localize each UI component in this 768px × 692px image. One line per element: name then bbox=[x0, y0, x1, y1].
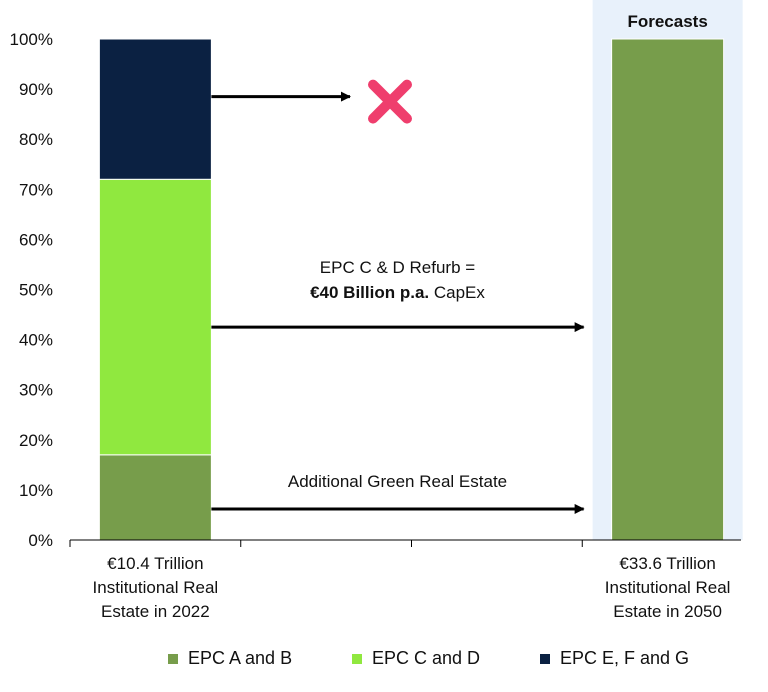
annotations: EPC C & D Refurb = €40 Billion p.a. CapEx… bbox=[211, 79, 585, 514]
bars bbox=[98, 38, 725, 541]
y-tick-label: 100% bbox=[10, 30, 53, 49]
bar-segment bbox=[611, 38, 725, 541]
y-tick-label: 80% bbox=[19, 130, 53, 149]
y-tick-label: 60% bbox=[19, 230, 53, 249]
y-tick-label: 50% bbox=[19, 281, 53, 300]
y-tick-label: 0% bbox=[28, 531, 53, 550]
legend-item: EPC C and D bbox=[352, 648, 480, 669]
y-tick-label: 20% bbox=[19, 431, 53, 450]
legend-swatch bbox=[352, 653, 362, 664]
forecast-label: Forecasts bbox=[627, 12, 707, 31]
legend-label: EPC C and D bbox=[372, 648, 481, 668]
legend-swatch bbox=[168, 653, 178, 664]
x-tick-label: €10.4 Trillion Institutional Real Estate i… bbox=[93, 554, 219, 621]
bar-segment bbox=[98, 178, 212, 456]
cross-icon bbox=[368, 79, 412, 124]
bar-segment bbox=[98, 38, 212, 180]
legend: EPC A and B EPC C and D EPC E, F and G bbox=[0, 648, 768, 678]
legend-item: EPC A and B bbox=[168, 648, 292, 669]
y-tick-label: 30% bbox=[19, 381, 53, 400]
bar-segment bbox=[98, 454, 212, 541]
x-axis-labels: €10.4 Trillion Institutional Real Estate i… bbox=[93, 554, 731, 621]
legend-label: EPC E, F and G bbox=[560, 648, 690, 668]
legend-label: EPC A and B bbox=[188, 648, 293, 668]
y-tick-label: 70% bbox=[19, 180, 53, 199]
legend-swatch bbox=[540, 653, 550, 664]
legend-item: EPC E, F and G bbox=[540, 648, 689, 669]
x-tick-label: €33.6 Trillion Institutional Real Estate i… bbox=[605, 554, 731, 621]
chart-canvas: Forecasts 0% 10% 20% 30% 40% 50% 60% 70% 80% 90% 1… bbox=[10, 0, 743, 621]
y-tick-label: 90% bbox=[19, 80, 53, 99]
y-axis-ticks: 0% 10% 20% 30% 40% 50% 60% 70% 80% 90% 100% bbox=[10, 30, 53, 550]
y-tick-label: 10% bbox=[19, 481, 53, 500]
refurb-annotation-line2: €40 Billion p.a. CapEx bbox=[310, 283, 485, 302]
y-tick-label: 40% bbox=[19, 331, 53, 350]
x-axis bbox=[69, 539, 741, 547]
additional-annotation: Additional Green Real Estate bbox=[288, 472, 507, 491]
refurb-annotation-line1: EPC C & D Refurb = bbox=[320, 258, 475, 277]
